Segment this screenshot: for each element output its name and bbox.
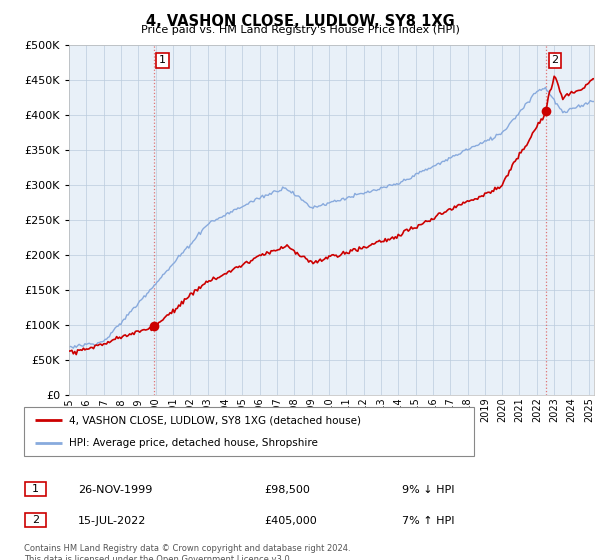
Text: Contains HM Land Registry data © Crown copyright and database right 2024.
This d: Contains HM Land Registry data © Crown c… [24,544,350,560]
Text: HPI: Average price, detached house, Shropshire: HPI: Average price, detached house, Shro… [69,438,318,448]
Text: 7% ↑ HPI: 7% ↑ HPI [402,516,455,526]
Text: 9% ↓ HPI: 9% ↓ HPI [402,485,455,495]
FancyBboxPatch shape [24,407,474,456]
Text: 2: 2 [551,55,559,66]
Text: 26-NOV-1999: 26-NOV-1999 [78,485,152,495]
Text: 1: 1 [159,55,166,66]
Text: Price paid vs. HM Land Registry's House Price Index (HPI): Price paid vs. HM Land Registry's House … [140,25,460,35]
Text: 15-JUL-2022: 15-JUL-2022 [78,516,146,526]
FancyBboxPatch shape [25,513,46,528]
FancyBboxPatch shape [25,482,46,497]
Text: 1: 1 [32,484,39,494]
Text: £405,000: £405,000 [264,516,317,526]
Text: 4, VASHON CLOSE, LUDLOW, SY8 1XG (detached house): 4, VASHON CLOSE, LUDLOW, SY8 1XG (detach… [69,416,361,426]
Text: 2: 2 [32,515,39,525]
Text: £98,500: £98,500 [264,485,310,495]
Text: 4, VASHON CLOSE, LUDLOW, SY8 1XG: 4, VASHON CLOSE, LUDLOW, SY8 1XG [146,14,454,29]
